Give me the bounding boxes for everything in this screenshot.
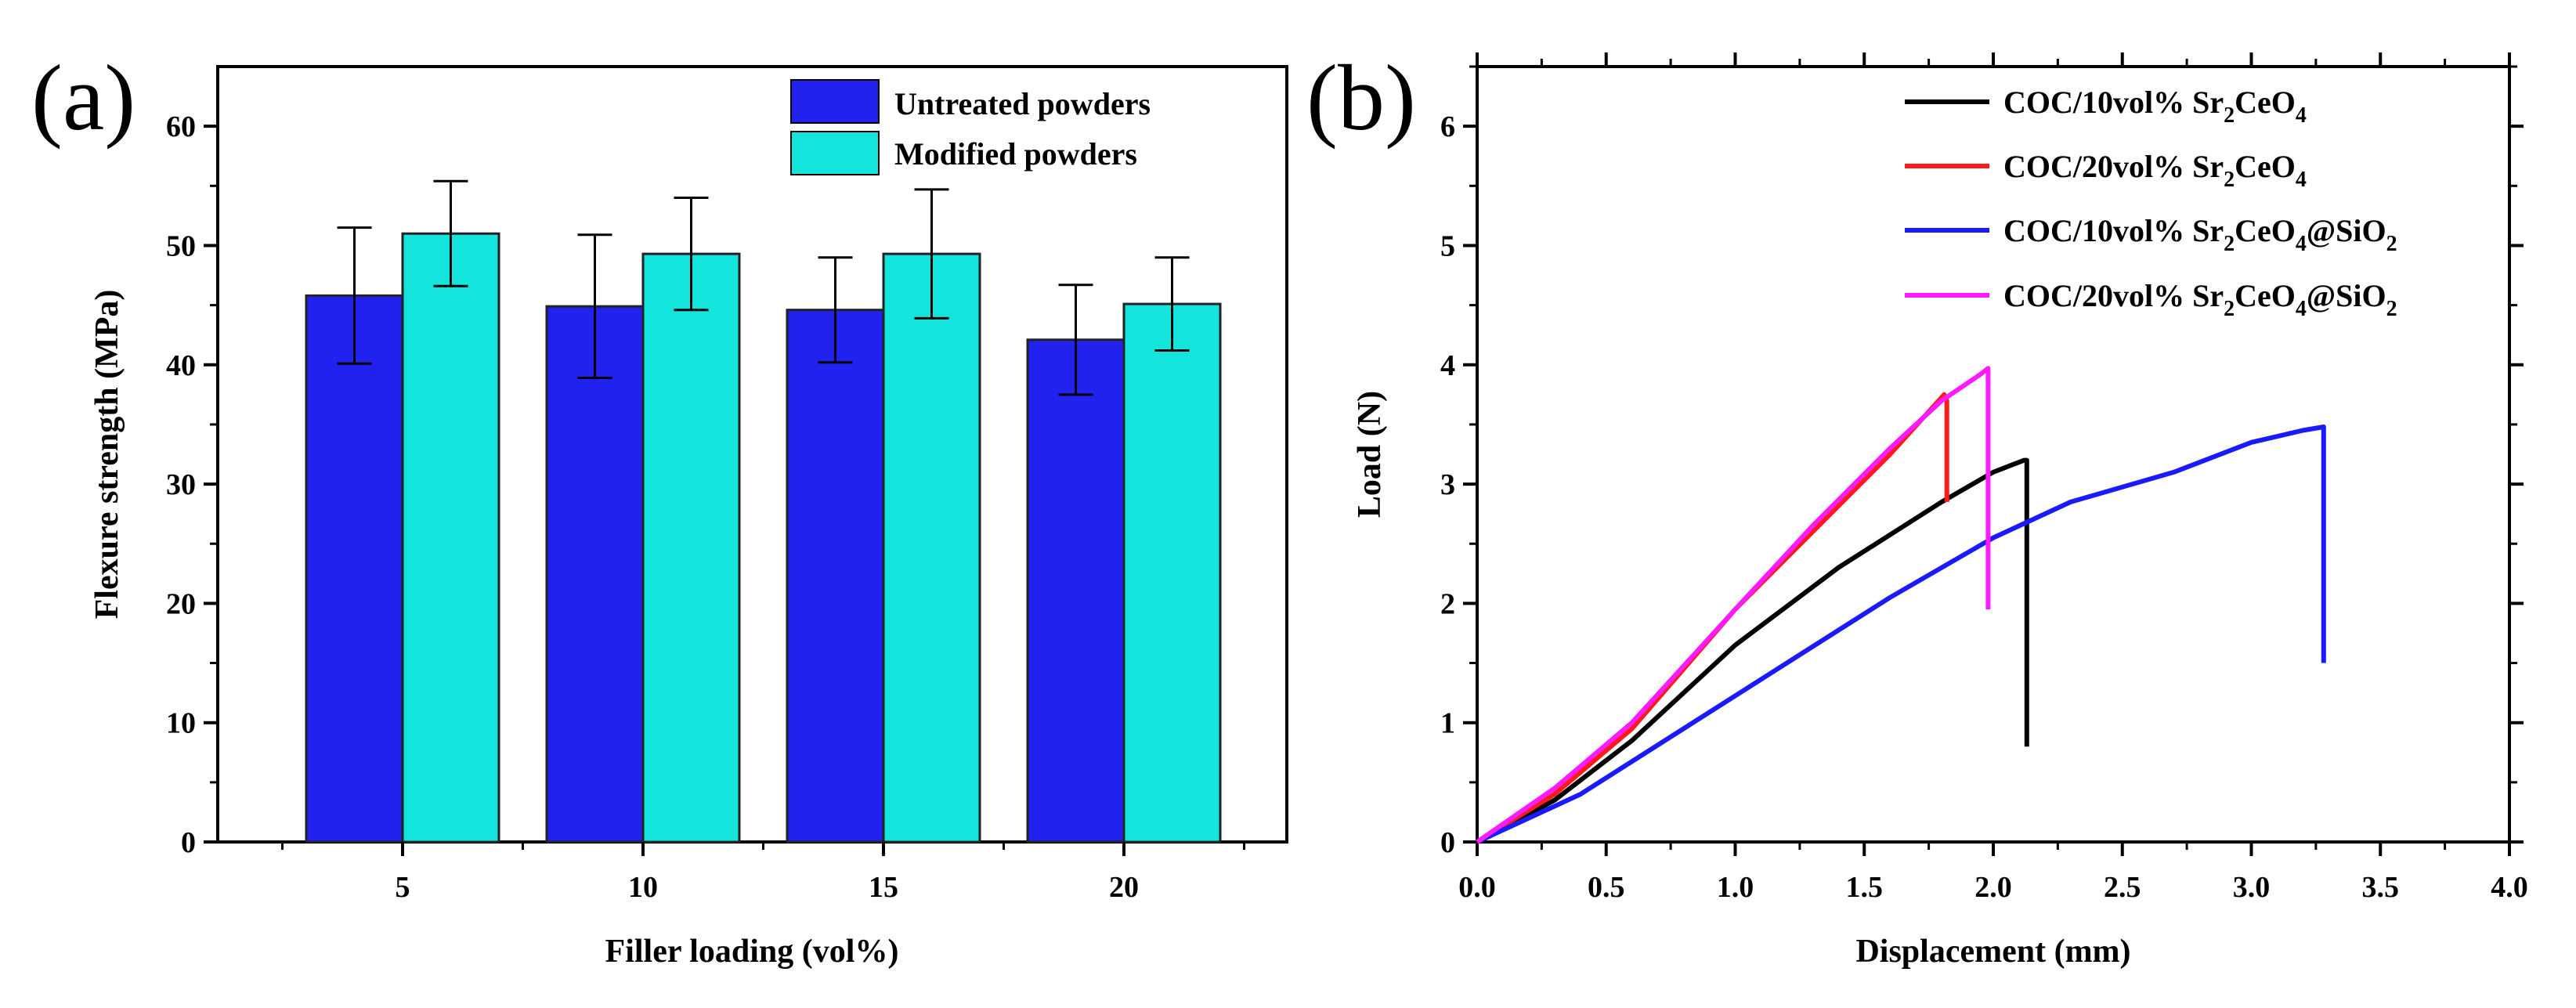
x-ticks-b: 0.0 0.5 1.0 1.5 2.0 2.5 3.0 3.5 4.0: [1458, 52, 2528, 904]
y-tick-label-a: 0: [181, 826, 196, 859]
legend-a: Untreated powders Modified powders: [790, 79, 1151, 175]
series-line: [1476, 425, 2326, 844]
legend-label-modified: Modified powders: [894, 136, 1137, 172]
y-tick-label-b: 3: [1440, 468, 1455, 501]
x-tick-label-a: 5: [396, 871, 410, 904]
y-tick-label-b: 4: [1440, 349, 1455, 382]
legend-label-part: 4: [2296, 297, 2307, 321]
x-tick-label-b: 4.0: [2491, 871, 2528, 904]
legend-label-part: @SiO: [2307, 278, 2386, 313]
bar: [882, 252, 981, 844]
legend-label-part: COC/20vol% Sr: [2003, 149, 2224, 184]
legend-label-b: COC/20vol% Sr2CeO4@SiO2: [2003, 278, 2397, 321]
legend-label-part: COC/20vol% Sr: [2003, 278, 2224, 313]
y-tick-label-a: 30: [166, 468, 196, 501]
legend-label-b: COC/10vol% Sr2CeO4: [2003, 85, 2307, 128]
bar: [641, 252, 741, 844]
bar: [305, 294, 404, 844]
legend-swatch-modified: [790, 131, 880, 175]
legend-label-part: 2: [2386, 297, 2397, 321]
legend-swatch-untreated: [790, 79, 880, 124]
y-tick-label-b: 2: [1440, 587, 1455, 620]
y-axis-label-b: Load (N): [1352, 391, 1388, 518]
legend-label-part: CeO: [2235, 278, 2296, 313]
y-tick-label-b: 0: [1440, 826, 1455, 859]
x-tick-label-b: 0.0: [1458, 871, 1496, 904]
x-tick-label-b: 1.0: [1717, 871, 1754, 904]
y-tick-label-a: 60: [166, 110, 196, 143]
legend-label-part: COC/10vol% Sr: [2003, 85, 2224, 120]
legend-label-part: CeO: [2235, 149, 2296, 184]
lines-b: [1476, 366, 2326, 844]
legend-label-untreated: Untreated powders: [894, 86, 1151, 121]
y-tick-label-b: 6: [1440, 110, 1455, 143]
legend-label-part: 2: [2224, 168, 2235, 192]
legend-label-part: 2: [2224, 297, 2235, 321]
y-ticks-b: 0 1 2 3 4 5 6: [1440, 65, 2524, 859]
y-axis-label-a: Flexure strength (MPa): [89, 290, 125, 620]
series-line: [1476, 366, 1991, 844]
y-tick-label-a: 50: [166, 229, 196, 262]
y-tick-label-a: 40: [166, 349, 196, 382]
x-axis-label-a: Filler loading (vol%): [605, 934, 899, 970]
y-ticks-a: 0 10 20 30 40 50 60: [166, 110, 218, 859]
bar: [401, 232, 500, 844]
x-tick-label-b: 0.5: [1588, 871, 1625, 904]
x-tick-label-b: 1.5: [1846, 871, 1884, 904]
bar: [786, 309, 885, 844]
legend-label-b: COC/20vol% Sr2CeO4: [2003, 149, 2307, 192]
legend-label-part: 2: [2224, 103, 2235, 128]
x-tick-label-b: 3.5: [2362, 871, 2400, 904]
legend-label-part: CeO: [2235, 85, 2296, 120]
legend-label-part: 4: [2296, 103, 2307, 128]
legend-label-part: COC/10vol% Sr: [2003, 213, 2224, 248]
bar: [1122, 302, 1222, 844]
x-ticks-a: 5 10 15 20: [281, 842, 1245, 904]
x-tick-label-b: 2.5: [2104, 871, 2141, 904]
legend-label-part: 2: [2224, 232, 2235, 256]
x-tick-label-b: 3.0: [2233, 871, 2271, 904]
legend-label-part: 2: [2386, 232, 2397, 256]
y-tick-label-a: 10: [166, 707, 196, 740]
panel-label-b: (b): [1306, 45, 1416, 150]
legend-label-part: CeO: [2235, 213, 2296, 248]
panel-label-a: (a): [31, 45, 135, 150]
plot-frame-a: [216, 65, 1288, 844]
bars-a: [305, 179, 1222, 844]
bar-chart-panel: (a) 0 10 20 30 40 50 60 5 10 15 20 Filler loading…: [31, 45, 1288, 970]
bar: [545, 305, 645, 844]
y-tick-label-b: 1: [1440, 707, 1455, 740]
series-line: [1476, 457, 2029, 844]
legend-label-b: COC/10vol% Sr2CeO4@SiO2: [2003, 213, 2397, 256]
x-tick-label-a: 10: [628, 871, 658, 904]
y-tick-label-a: 20: [166, 587, 196, 620]
bar: [1026, 338, 1125, 844]
legend-label-part: 4: [2296, 232, 2307, 256]
legend-label-part: 4: [2296, 168, 2307, 192]
x-axis-label-b: Displacement (mm): [1855, 934, 2130, 970]
x-tick-label-a: 20: [1109, 871, 1139, 904]
y-tick-label-b: 5: [1440, 229, 1455, 262]
x-tick-label-a: 15: [869, 871, 898, 904]
x-tick-label-b: 2.0: [1974, 871, 2012, 904]
legend-label-part: @SiO: [2307, 213, 2386, 248]
